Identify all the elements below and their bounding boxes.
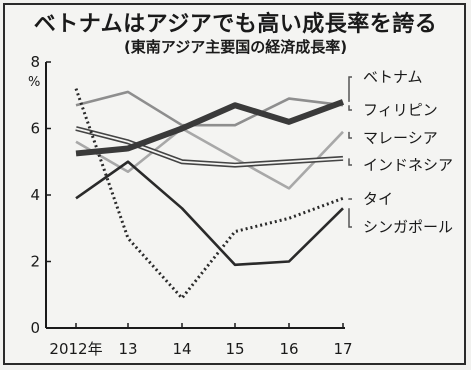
legend-leader — [348, 158, 352, 166]
x-tick-label: 15 — [225, 340, 244, 358]
series-line-inner — [75, 127, 344, 166]
series-line — [75, 160, 344, 267]
y-tick-label: 2 — [30, 253, 40, 271]
y-tick-label: 6 — [30, 120, 40, 138]
legend-leader — [348, 76, 352, 102]
chart-frame — [3, 3, 466, 365]
series-line — [75, 99, 345, 157]
x-tick-label: 16 — [279, 340, 298, 358]
series-line — [75, 90, 344, 127]
chart-title: ベトナムはアジアでも高い成長率を誇る — [33, 12, 438, 37]
legend-label: シンガポール — [363, 218, 453, 236]
axes: 0 2 4 6 8% 2012年 13 14 15 16 17 — [28, 53, 353, 358]
legend-label: インドネシア — [363, 156, 453, 174]
legend-leader — [348, 208, 352, 228]
legend-leader — [348, 105, 352, 111]
y-unit-label: % — [28, 75, 40, 90]
y-tick-label: 8 — [30, 53, 40, 71]
legend-label: タイ — [363, 190, 393, 208]
series-lines — [74, 88, 345, 300]
x-tick-label: 17 — [333, 340, 352, 358]
y-tick-label: 0 — [30, 319, 40, 337]
x-tick-label: 14 — [172, 340, 191, 358]
x-tick-label: 13 — [118, 340, 137, 358]
legend-leader — [348, 131, 352, 139]
series-line — [74, 88, 344, 300]
y-tick-label: 4 — [30, 186, 40, 204]
legend-leader — [348, 198, 352, 200]
chart-subtitle: (東南アジア主要国の経済成長率) — [123, 38, 348, 56]
x-tick-label: 2012年 — [49, 340, 102, 358]
legend-label: ベトナム — [363, 68, 423, 86]
legend-label: フィリピン — [363, 101, 438, 119]
legend-label: マレーシア — [363, 129, 438, 147]
